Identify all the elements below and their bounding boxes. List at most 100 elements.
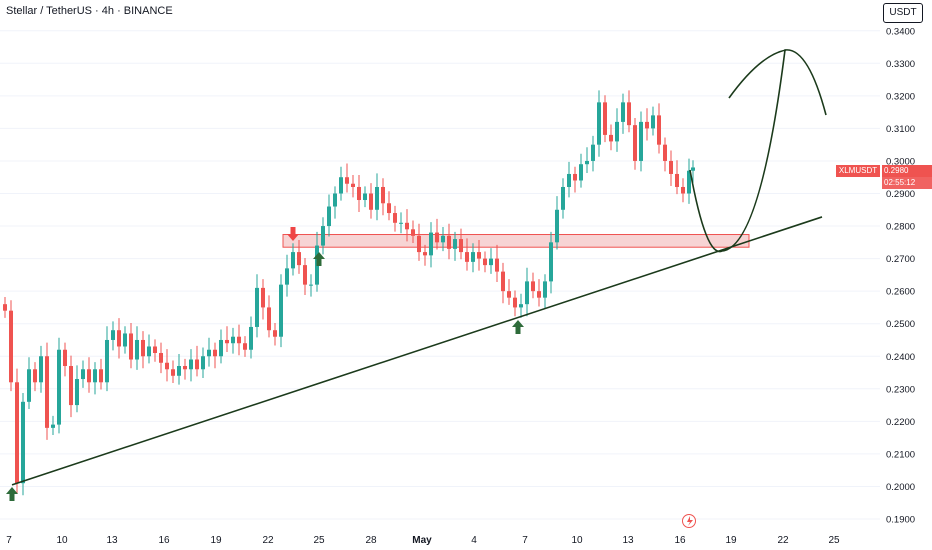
candle-body [555,209,559,243]
candle-body [303,265,307,285]
candle-body [477,252,481,259]
symbol-title: Stellar / TetherUS · 4h · BINANCE [6,5,173,17]
candle-body [687,170,691,194]
candle-body [219,339,223,357]
candle-body [51,424,55,428]
candle-body [309,284,313,286]
candle-body [513,297,517,308]
candle-body [345,177,349,184]
candle-body [573,173,577,181]
candle-body [585,160,589,165]
candle-body [543,281,547,298]
candle-body [261,287,265,308]
candle-body [63,349,67,367]
candle-body [579,164,583,181]
candle-body [297,252,301,266]
candle-body [165,362,169,370]
candle-body [291,252,295,269]
x-tick-label: 25 [828,535,840,546]
candle-body [411,229,415,236]
candle-body [657,115,661,145]
candle-body [597,102,601,145]
last-price-value: 0.2980 [882,165,932,177]
y-tick-label: 0.2000 [886,482,915,493]
x-tick-label: 22 [777,535,789,546]
candle-body [465,252,469,262]
y-tick-label: 0.2100 [886,449,915,460]
y-tick-label: 0.2900 [886,189,915,200]
candle-body [369,193,373,210]
candle-body [675,173,679,187]
x-tick-label: 16 [158,535,170,546]
x-tick-label: 13 [106,535,118,546]
candle-body [45,356,49,428]
candle-body [627,102,631,126]
candle-body [537,291,541,298]
candle-body [381,186,385,204]
candle-body [255,287,259,327]
candle-body [81,369,85,380]
trendline [11,216,823,486]
candle-body [285,268,289,285]
candle-body [603,102,607,135]
resistance-zone [282,234,750,248]
projection-curve [689,49,827,253]
candle-body [3,304,7,311]
candle-body [147,346,151,357]
candle-body [15,382,19,484]
candle-body [93,369,97,383]
candle-body [519,304,523,308]
bar-countdown: 02:55:12 [882,177,932,189]
candle-body [615,121,619,142]
y-tick-label: 0.3300 [886,59,915,70]
candle-body [471,252,475,262]
candle-body [375,186,379,210]
candle-body [69,366,73,406]
candle-body [207,349,211,357]
candle-body [189,359,193,370]
y-tick-label: 0.2400 [886,352,915,363]
y-tick-label: 0.2200 [886,417,915,428]
x-tick-label: 4 [471,535,477,546]
candle-body [357,186,361,201]
x-tick-label: 28 [365,535,377,546]
candle-body [501,271,505,292]
candle-body [57,349,61,425]
candle-body [567,173,571,187]
candle-body [213,349,217,357]
flash-bolt-icon [687,516,693,526]
up-arrow-icon [313,252,325,266]
projection-curve-left [728,49,787,99]
candle-body [639,121,643,161]
candle-body [117,330,121,347]
candle-body [183,366,187,370]
candle-body [225,339,229,344]
candle-body [171,369,175,376]
y-tick-label: 0.2800 [886,222,915,233]
candle-body [591,144,595,161]
candle-body [489,258,493,266]
candle-body [177,366,181,376]
candle-body [663,144,667,161]
candle-body [231,336,235,344]
y-tick-label: 0.3400 [886,26,915,37]
candle-body [507,291,511,298]
candle-body [135,339,139,360]
symbol-label: XLMUSDT [836,165,880,177]
currency-button[interactable]: USDT [883,3,923,23]
y-tick-label: 0.3200 [886,91,915,102]
up-arrow-icon [512,320,524,334]
candle-body [549,242,553,282]
candle-body [417,235,421,253]
candle-body [87,369,91,383]
candle-body [531,281,535,292]
candle-body [141,339,145,357]
candle-body [9,310,13,383]
candle-body [333,193,337,207]
candle-body [633,125,637,161]
x-tick-label: 16 [674,535,686,546]
candle-body [99,369,103,383]
candle-body [111,330,115,340]
candle-body [21,401,25,484]
